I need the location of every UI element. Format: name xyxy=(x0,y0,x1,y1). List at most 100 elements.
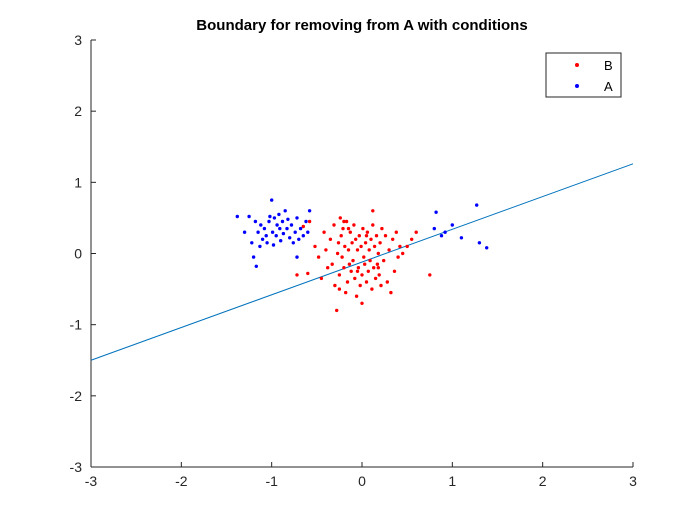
point-a xyxy=(272,216,277,220)
y-tick-label: 3 xyxy=(74,32,82,48)
point-a xyxy=(289,223,294,227)
point-b xyxy=(396,255,400,259)
chart-title: Boundary for removing from A with condit… xyxy=(196,17,527,34)
point-b xyxy=(295,273,299,277)
x-tick-label: 0 xyxy=(358,473,366,489)
point-a xyxy=(271,243,276,247)
point-b xyxy=(340,255,344,259)
point-b xyxy=(365,230,370,234)
point-b xyxy=(394,230,398,234)
point-b xyxy=(330,262,334,266)
point-b xyxy=(349,269,353,273)
point-a xyxy=(254,264,258,268)
point-a xyxy=(285,226,289,231)
point-b xyxy=(389,290,393,295)
point-a xyxy=(288,236,292,240)
point-b xyxy=(368,258,372,263)
point-b xyxy=(405,244,409,249)
point-b xyxy=(380,226,384,231)
point-b xyxy=(372,266,376,270)
y-tick-label: -2 xyxy=(70,388,83,404)
point-b xyxy=(344,219,349,224)
point-b xyxy=(369,237,373,241)
point-a xyxy=(298,226,303,231)
point-b xyxy=(361,226,365,231)
point-b xyxy=(313,244,317,249)
legend: B A xyxy=(545,52,622,98)
point-b xyxy=(337,273,342,277)
point-b xyxy=(342,266,346,270)
x-tick-label: -1 xyxy=(265,473,278,489)
legend-marker-a xyxy=(575,84,579,88)
point-a xyxy=(280,219,285,224)
point-b xyxy=(376,266,380,270)
point-b xyxy=(337,287,342,291)
point-b xyxy=(375,262,380,266)
point-b xyxy=(374,234,379,238)
point-b xyxy=(392,269,397,273)
point-a xyxy=(277,212,281,217)
point-b xyxy=(359,244,363,249)
point-b xyxy=(357,234,361,238)
point-b xyxy=(354,237,358,241)
point-b xyxy=(370,287,374,291)
point-b xyxy=(401,251,405,256)
point-b xyxy=(366,269,370,273)
y-tick-label: -1 xyxy=(70,317,83,333)
legend-box xyxy=(545,52,622,98)
point-b xyxy=(358,283,362,288)
boundary-lines xyxy=(90,163,634,361)
point-b xyxy=(306,271,310,276)
legend-marker-b xyxy=(575,63,579,67)
point-a xyxy=(477,241,482,245)
point-b xyxy=(382,258,386,263)
y-axis-ticks: 3 2 1 0 -1 -2 -3 xyxy=(70,32,96,475)
point-a xyxy=(256,230,260,234)
point-a xyxy=(279,239,283,243)
point-b xyxy=(328,237,333,241)
point-a xyxy=(250,241,254,245)
point-b xyxy=(363,241,368,245)
point-a xyxy=(439,234,444,238)
y-tick-label: 2 xyxy=(74,103,82,119)
point-a xyxy=(434,210,438,214)
point-b xyxy=(364,280,369,284)
x-tick-label: 1 xyxy=(448,473,456,489)
point-a xyxy=(258,244,262,249)
x-tick-label: -2 xyxy=(175,473,188,489)
point-b xyxy=(338,216,342,220)
point-a xyxy=(260,237,265,241)
point-b xyxy=(324,248,328,252)
y-tick-label: 0 xyxy=(74,246,82,262)
legend-label-a: A xyxy=(604,79,613,94)
point-b xyxy=(307,219,312,224)
point-b xyxy=(367,248,371,252)
point-b xyxy=(354,294,359,298)
point-b xyxy=(398,244,402,249)
point-a xyxy=(301,234,305,238)
point-b xyxy=(339,234,343,238)
point-b xyxy=(371,209,375,213)
point-a xyxy=(295,216,299,220)
point-b xyxy=(332,223,336,227)
point-a xyxy=(251,255,256,259)
point-a xyxy=(270,198,274,202)
point-a xyxy=(281,231,286,236)
point-a xyxy=(475,203,479,207)
point-a xyxy=(274,234,278,238)
point-a xyxy=(485,246,489,250)
point-b xyxy=(376,251,380,256)
point-b xyxy=(333,283,337,288)
x-tick-label: 2 xyxy=(539,473,547,489)
point-a xyxy=(304,219,308,224)
point-a xyxy=(268,214,272,219)
point-a xyxy=(262,226,267,231)
point-a xyxy=(265,241,269,245)
point-b xyxy=(326,266,330,270)
point-a xyxy=(264,234,268,238)
point-b xyxy=(352,223,356,227)
point-b xyxy=(378,241,382,245)
point-b xyxy=(356,266,361,270)
point-b xyxy=(341,226,345,231)
point-a xyxy=(247,214,251,219)
